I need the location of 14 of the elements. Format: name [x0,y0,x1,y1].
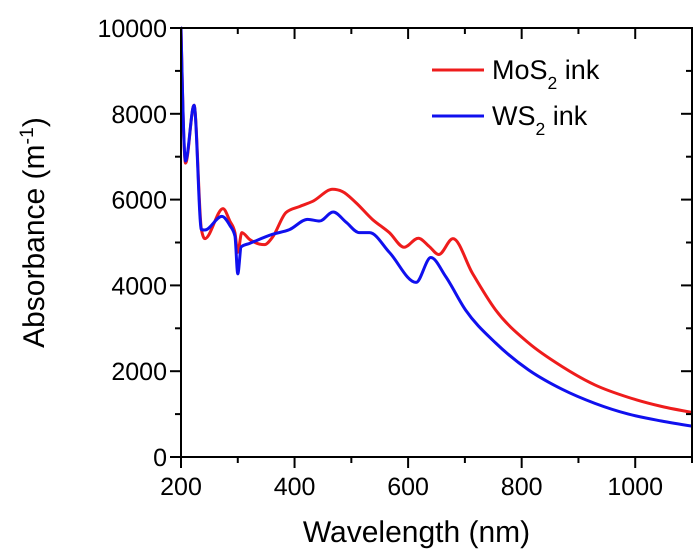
y-tick-label: 6000 [111,186,167,215]
y-tick-label: 4000 [111,272,167,300]
y-tick-label: 8000 [111,100,167,129]
x-tick-label: 1000 [607,473,664,501]
x-tick-label: 800 [500,473,543,501]
legend-label: MoS$_{2}$ ink [492,55,600,93]
x-axis-title: Wavelength (nm) [302,516,530,549]
x-tick-label: 200 [160,473,202,501]
y-tick-label: 2000 [111,358,167,386]
y-tick-label: 10000 [97,15,167,43]
legend-label: WS$_{2}$ ink [492,101,588,139]
y-tick-label: 0 [153,444,167,472]
x-tick-label: 600 [387,473,429,501]
x-tick-label: 400 [274,473,316,501]
